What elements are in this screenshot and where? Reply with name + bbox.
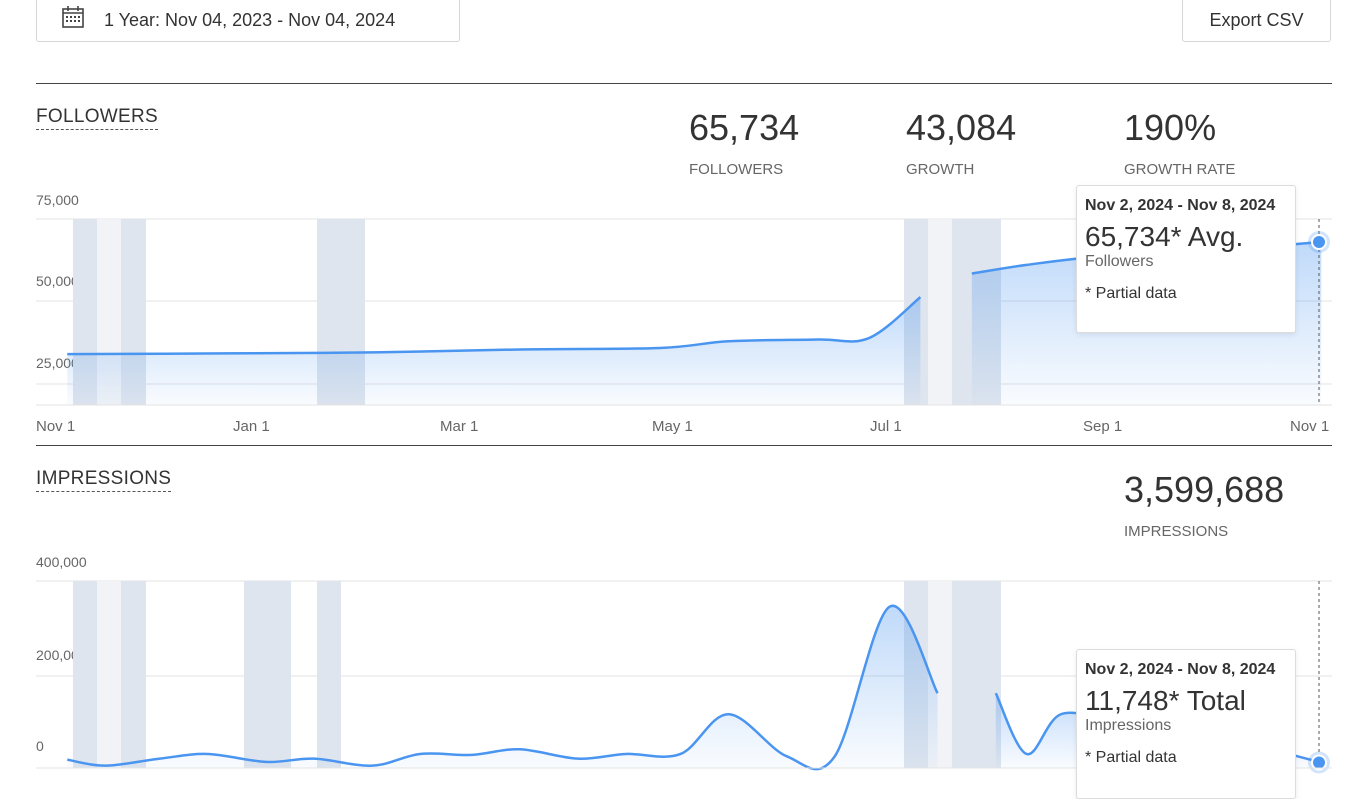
excluded-band [73, 581, 97, 768]
tooltip-value: 65,734* Avg. [1085, 221, 1244, 252]
calendar-icon [62, 6, 84, 28]
excluded-band [97, 581, 121, 768]
y-tick-label: 400,000 [36, 554, 87, 570]
x-tick-label: Jul 1 [870, 418, 902, 435]
impressions-tooltip: Nov 2, 2024 - Nov 8, 2024 11,748* Total … [1076, 649, 1296, 799]
export-csv-button[interactable]: Export CSV [1182, 0, 1331, 42]
followers-section-title[interactable]: FOLLOWERS [36, 106, 158, 130]
divider [36, 83, 1332, 84]
series-line [67, 296, 922, 356]
excluded-band [928, 219, 952, 405]
x-tick-label: Jan 1 [233, 418, 270, 435]
series-line [67, 604, 939, 771]
excluded-band [317, 581, 341, 768]
date-range-picker[interactable]: 1 Year: Nov 04, 2023 - Nov 04, 2024 [36, 0, 460, 42]
y-tick-label: 0 [36, 738, 44, 754]
impressions-total-value: 3,599,688 [1124, 469, 1285, 510]
x-tick-label: Mar 1 [440, 418, 479, 435]
x-tick-label: Sep 1 [1083, 418, 1123, 435]
date-range-label: 1 Year: Nov 04, 2023 - Nov 04, 2024 [104, 10, 396, 30]
excluded-band [121, 581, 146, 768]
x-tick-label: Nov 1 [1290, 418, 1330, 435]
followers-tooltip: Nov 2, 2024 - Nov 8, 2024 65,734* Avg. F… [1076, 185, 1296, 333]
y-tick-label: 50,000 [36, 273, 79, 289]
x-tick-label: Nov 1 [36, 418, 76, 435]
followers-growth-rate-label: GROWTH RATE [1124, 161, 1236, 178]
tooltip-metric: Impressions [1085, 717, 1172, 734]
tooltip-date: Nov 2, 2024 - Nov 8, 2024 [1085, 197, 1276, 214]
impressions-total-label: IMPRESSIONS [1124, 523, 1229, 540]
series-area [67, 605, 938, 770]
followers-total-label: FOLLOWERS [689, 161, 784, 178]
y-tick-label: 75,000 [36, 192, 79, 208]
followers-total-value: 65,734 [689, 107, 800, 148]
divider [36, 445, 1332, 446]
excluded-band [244, 581, 291, 768]
tooltip-date: Nov 2, 2024 - Nov 8, 2024 [1085, 661, 1276, 678]
tooltip-note: * Partial data [1085, 749, 1177, 766]
followers-growth-rate-value: 190% [1124, 107, 1217, 148]
hover-point [1311, 754, 1327, 771]
tooltip-note: * Partial data [1085, 285, 1177, 302]
followers-growth-label: GROWTH [906, 161, 975, 178]
impressions-section-title[interactable]: IMPRESSIONS [36, 468, 172, 492]
followers-chart[interactable] [0, 0, 1353, 420]
hover-point [1311, 233, 1327, 250]
tooltip-metric: Followers [1085, 253, 1154, 270]
followers-growth-value: 43,084 [906, 107, 1017, 148]
x-tick-label: May 1 [652, 418, 693, 435]
tooltip-value: 11,748* Total [1085, 685, 1246, 716]
excluded-band [952, 581, 1001, 768]
